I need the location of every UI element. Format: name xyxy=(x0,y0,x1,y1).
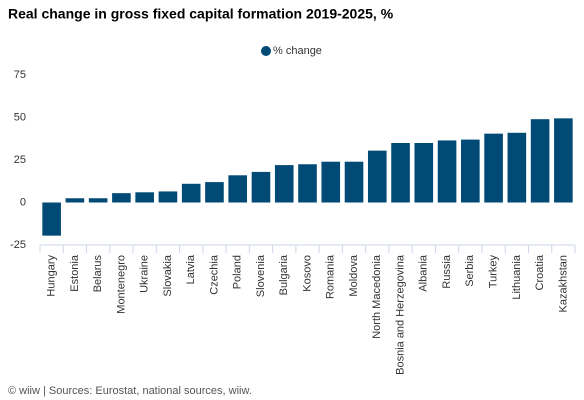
bar xyxy=(65,198,85,203)
x-tick-label: Albania xyxy=(418,254,430,292)
x-tick-label: Turkey xyxy=(487,255,499,289)
x-tick-label: Bulgaria xyxy=(278,254,290,295)
legend-marker xyxy=(261,46,271,56)
bar xyxy=(414,143,434,203)
x-tick-label: Lithuania xyxy=(511,254,523,300)
bar xyxy=(484,133,503,203)
x-tick-label: Kazakhstan xyxy=(557,255,569,312)
x-tick-label: Latvia xyxy=(185,254,197,284)
bar xyxy=(367,150,387,203)
bar xyxy=(42,202,61,236)
y-tick-label: 50 xyxy=(14,111,26,123)
bar xyxy=(158,191,178,203)
bar xyxy=(135,192,154,203)
y-tick-label: 75 xyxy=(14,69,26,81)
y-tick-label: 0 xyxy=(20,196,26,208)
bar xyxy=(461,139,480,203)
x-tick-label: Montenegro xyxy=(115,255,127,314)
x-tick-label: Serbia xyxy=(464,254,476,287)
x-tick-label: North Macedonia xyxy=(371,254,383,339)
x-tick-label: Slovakia xyxy=(162,254,174,296)
x-tick-label: Belarus xyxy=(92,255,104,293)
x-tick-label: Poland xyxy=(232,255,244,289)
bar xyxy=(391,143,410,203)
bar xyxy=(507,132,527,203)
y-tick-label: 25 xyxy=(14,154,26,166)
bar xyxy=(181,183,201,203)
y-tick-label: -25 xyxy=(10,239,26,251)
x-tick-label: Russia xyxy=(441,254,453,289)
x-tick-label: Czechia xyxy=(208,254,220,295)
x-tick-label: Kosovo xyxy=(301,255,313,292)
bar xyxy=(251,171,271,203)
chart-title: Real change in gross fixed capital forma… xyxy=(8,6,394,22)
x-tick-label: Estonia xyxy=(69,254,81,292)
bar xyxy=(321,161,341,203)
source-note: © wiiw | Sources: Eurostat, national sou… xyxy=(8,385,252,397)
x-tick-label: Hungary xyxy=(46,255,58,297)
bar xyxy=(205,182,224,203)
bar xyxy=(298,164,317,203)
bar xyxy=(437,140,457,203)
bar xyxy=(112,193,131,203)
bar xyxy=(554,118,573,203)
x-tick-label: Romania xyxy=(325,254,337,299)
x-tick-label: Slovenia xyxy=(255,254,267,297)
bar xyxy=(530,119,550,203)
legend-label: % change xyxy=(273,45,322,57)
bar xyxy=(228,175,248,203)
x-tick-label: Ukraine xyxy=(139,255,151,293)
x-tick-label: Moldova xyxy=(348,254,360,296)
bar xyxy=(88,198,108,203)
x-tick-label: Croatia xyxy=(534,254,546,290)
x-tick-label: Bosnia and Herzegovina xyxy=(394,254,406,375)
bar xyxy=(274,165,294,203)
bar xyxy=(344,161,364,203)
